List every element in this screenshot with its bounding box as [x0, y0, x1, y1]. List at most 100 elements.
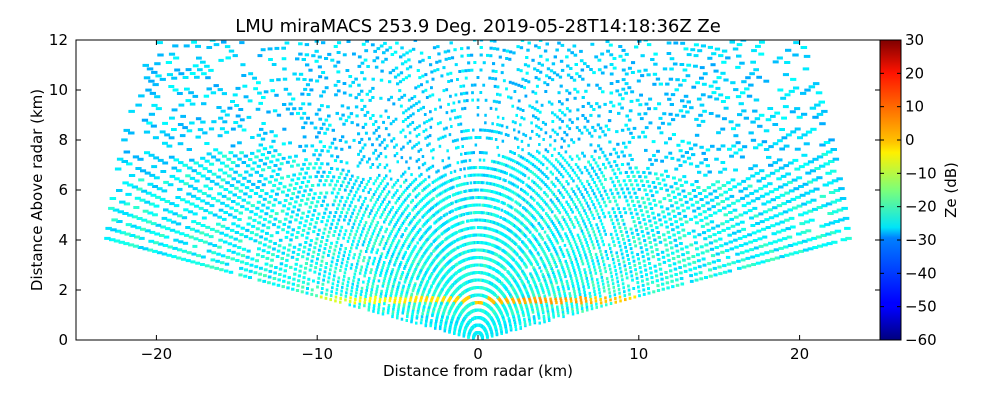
ze-cell [603, 189, 607, 193]
ze-cell [536, 289, 539, 293]
ze-cell [403, 93, 407, 97]
ze-cell [639, 93, 643, 97]
ze-cell [680, 154, 685, 158]
ze-cell [578, 168, 582, 172]
ze-cell [470, 188, 473, 192]
ze-cell [388, 210, 391, 214]
ze-cell [407, 107, 411, 111]
ze-cell [709, 220, 715, 224]
ze-cell [482, 61, 486, 65]
ze-cell [617, 240, 621, 244]
ze-cell [396, 82, 400, 86]
ze-cell [321, 41, 326, 45]
ze-cell [812, 246, 819, 249]
ze-cell [693, 143, 698, 147]
ze-cell [680, 99, 685, 103]
ze-cell [839, 197, 847, 200]
ze-cell [613, 211, 616, 214]
ze-cell [482, 181, 485, 185]
ze-cell [685, 74, 691, 78]
ze-cell [769, 257, 776, 261]
ze-cell [428, 191, 432, 195]
ze-cell [537, 159, 541, 163]
ze-cell [585, 128, 589, 132]
ze-cell [466, 46, 470, 50]
ze-cell [542, 154, 545, 158]
ze-cell [782, 237, 788, 241]
ze-cell [696, 123, 702, 127]
ze-cell [514, 121, 517, 125]
ze-cell [614, 297, 617, 300]
ze-cell [698, 113, 703, 117]
ze-cell [443, 205, 447, 209]
ze-cell [557, 41, 561, 45]
ze-cell [624, 91, 628, 95]
ze-cell [514, 192, 518, 196]
ze-cell [556, 230, 560, 234]
ze-cell [773, 214, 779, 218]
ze-cell [477, 278, 480, 282]
ze-cell [409, 156, 412, 160]
ze-cell [466, 212, 470, 215]
ze-cell [478, 203, 481, 207]
ze-cell [432, 240, 435, 244]
ze-cell [798, 249, 804, 253]
ze-cell [496, 191, 500, 195]
ze-cell [426, 184, 429, 188]
ze-cell [308, 78, 313, 82]
ze-cell [471, 91, 474, 95]
ze-cell [758, 187, 764, 191]
ze-cell [387, 115, 390, 119]
ze-cell [338, 139, 343, 142]
ze-cell [607, 128, 611, 132]
ze-cell [560, 263, 563, 267]
ze-cell [476, 106, 480, 109]
ze-cell [785, 172, 791, 176]
ze-cell [609, 91, 614, 95]
ze-cell [497, 207, 501, 211]
ze-cell [387, 98, 391, 102]
ze-cell [334, 93, 338, 97]
ze-cell [561, 252, 565, 256]
ze-cell [431, 93, 435, 97]
ze-cell [627, 66, 632, 70]
ze-cell [540, 285, 544, 289]
ze-cell [743, 211, 748, 215]
ze-cell [360, 98, 364, 102]
ze-cell [587, 182, 591, 186]
ze-cell [469, 181, 473, 185]
ze-cell [678, 236, 682, 240]
ze-cell [609, 176, 613, 180]
ze-cell [626, 175, 630, 178]
ze-cell [737, 236, 743, 240]
ze-cell [547, 315, 550, 319]
ze-cell [417, 149, 420, 153]
ze-cell [788, 89, 795, 93]
ze-cell [628, 292, 631, 296]
ze-cell [500, 200, 503, 204]
ze-cell [576, 208, 579, 212]
ze-cell [688, 268, 693, 272]
ze-cell [612, 240, 615, 244]
ze-cell [609, 271, 613, 275]
ze-cell [584, 89, 588, 93]
ze-cell [545, 184, 549, 188]
ze-cell [516, 137, 519, 141]
ze-cell [396, 73, 401, 77]
ze-cell [465, 136, 468, 140]
ze-cell [555, 48, 559, 52]
ze-cell [398, 80, 403, 84]
ze-cell [436, 122, 440, 126]
ze-cell [395, 220, 399, 224]
ze-cell [388, 169, 392, 173]
ze-cell [428, 208, 431, 212]
ze-cell [366, 110, 370, 114]
ze-cell [314, 59, 319, 63]
ze-cell [484, 166, 487, 170]
ze-cell [495, 214, 498, 218]
ze-cell [678, 217, 683, 221]
ze-cell [530, 121, 533, 125]
ze-cell [393, 183, 396, 187]
ze-cell [565, 234, 568, 238]
ze-cell [421, 206, 425, 210]
